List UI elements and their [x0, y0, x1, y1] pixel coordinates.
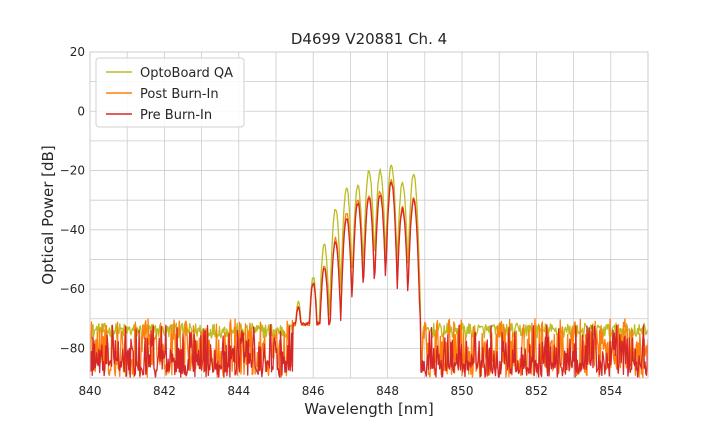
legend: OptoBoard QA Post Burn-In Pre Burn-In — [95, 57, 245, 128]
plot-frame — [89, 51, 649, 379]
y-tick-label: −60 — [60, 282, 85, 296]
x-tick-label: 846 — [302, 384, 325, 398]
series-line-pre-burn-in — [90, 181, 648, 378]
x-tick-label: 854 — [599, 384, 622, 398]
y-tick-label: 0 — [77, 104, 85, 118]
y-tick-labels: 20 0 −20 −40 −60 −80 — [60, 45, 85, 355]
x-tick-label: 850 — [451, 384, 474, 398]
legend-label: Pre Burn-In — [140, 108, 212, 123]
legend-box — [95, 57, 245, 128]
legend-label: Post Burn-In — [140, 87, 219, 102]
x-tick-label: 842 — [153, 384, 176, 398]
x-tick-labels: 840 842 844 846 848 850 852 854 — [79, 384, 623, 398]
y-tick-label: 20 — [70, 45, 85, 59]
chart-title: D4699 V20881 Ch. 4 — [291, 30, 447, 48]
y-tick-label: −40 — [60, 223, 85, 237]
x-axis-label: Wavelength [nm] — [304, 400, 434, 418]
x-tick-label: 844 — [227, 384, 250, 398]
x-tick-label: 840 — [79, 384, 102, 398]
y-axis-label: Optical Power [dB] — [39, 145, 57, 284]
x-tick-label: 848 — [376, 384, 399, 398]
series-layer — [90, 164, 648, 378]
x-tick-label: 852 — [525, 384, 548, 398]
legend-label: OptoBoard QA — [140, 66, 233, 81]
y-tick-label: −80 — [60, 341, 85, 355]
y-tick-label: −20 — [60, 164, 85, 178]
